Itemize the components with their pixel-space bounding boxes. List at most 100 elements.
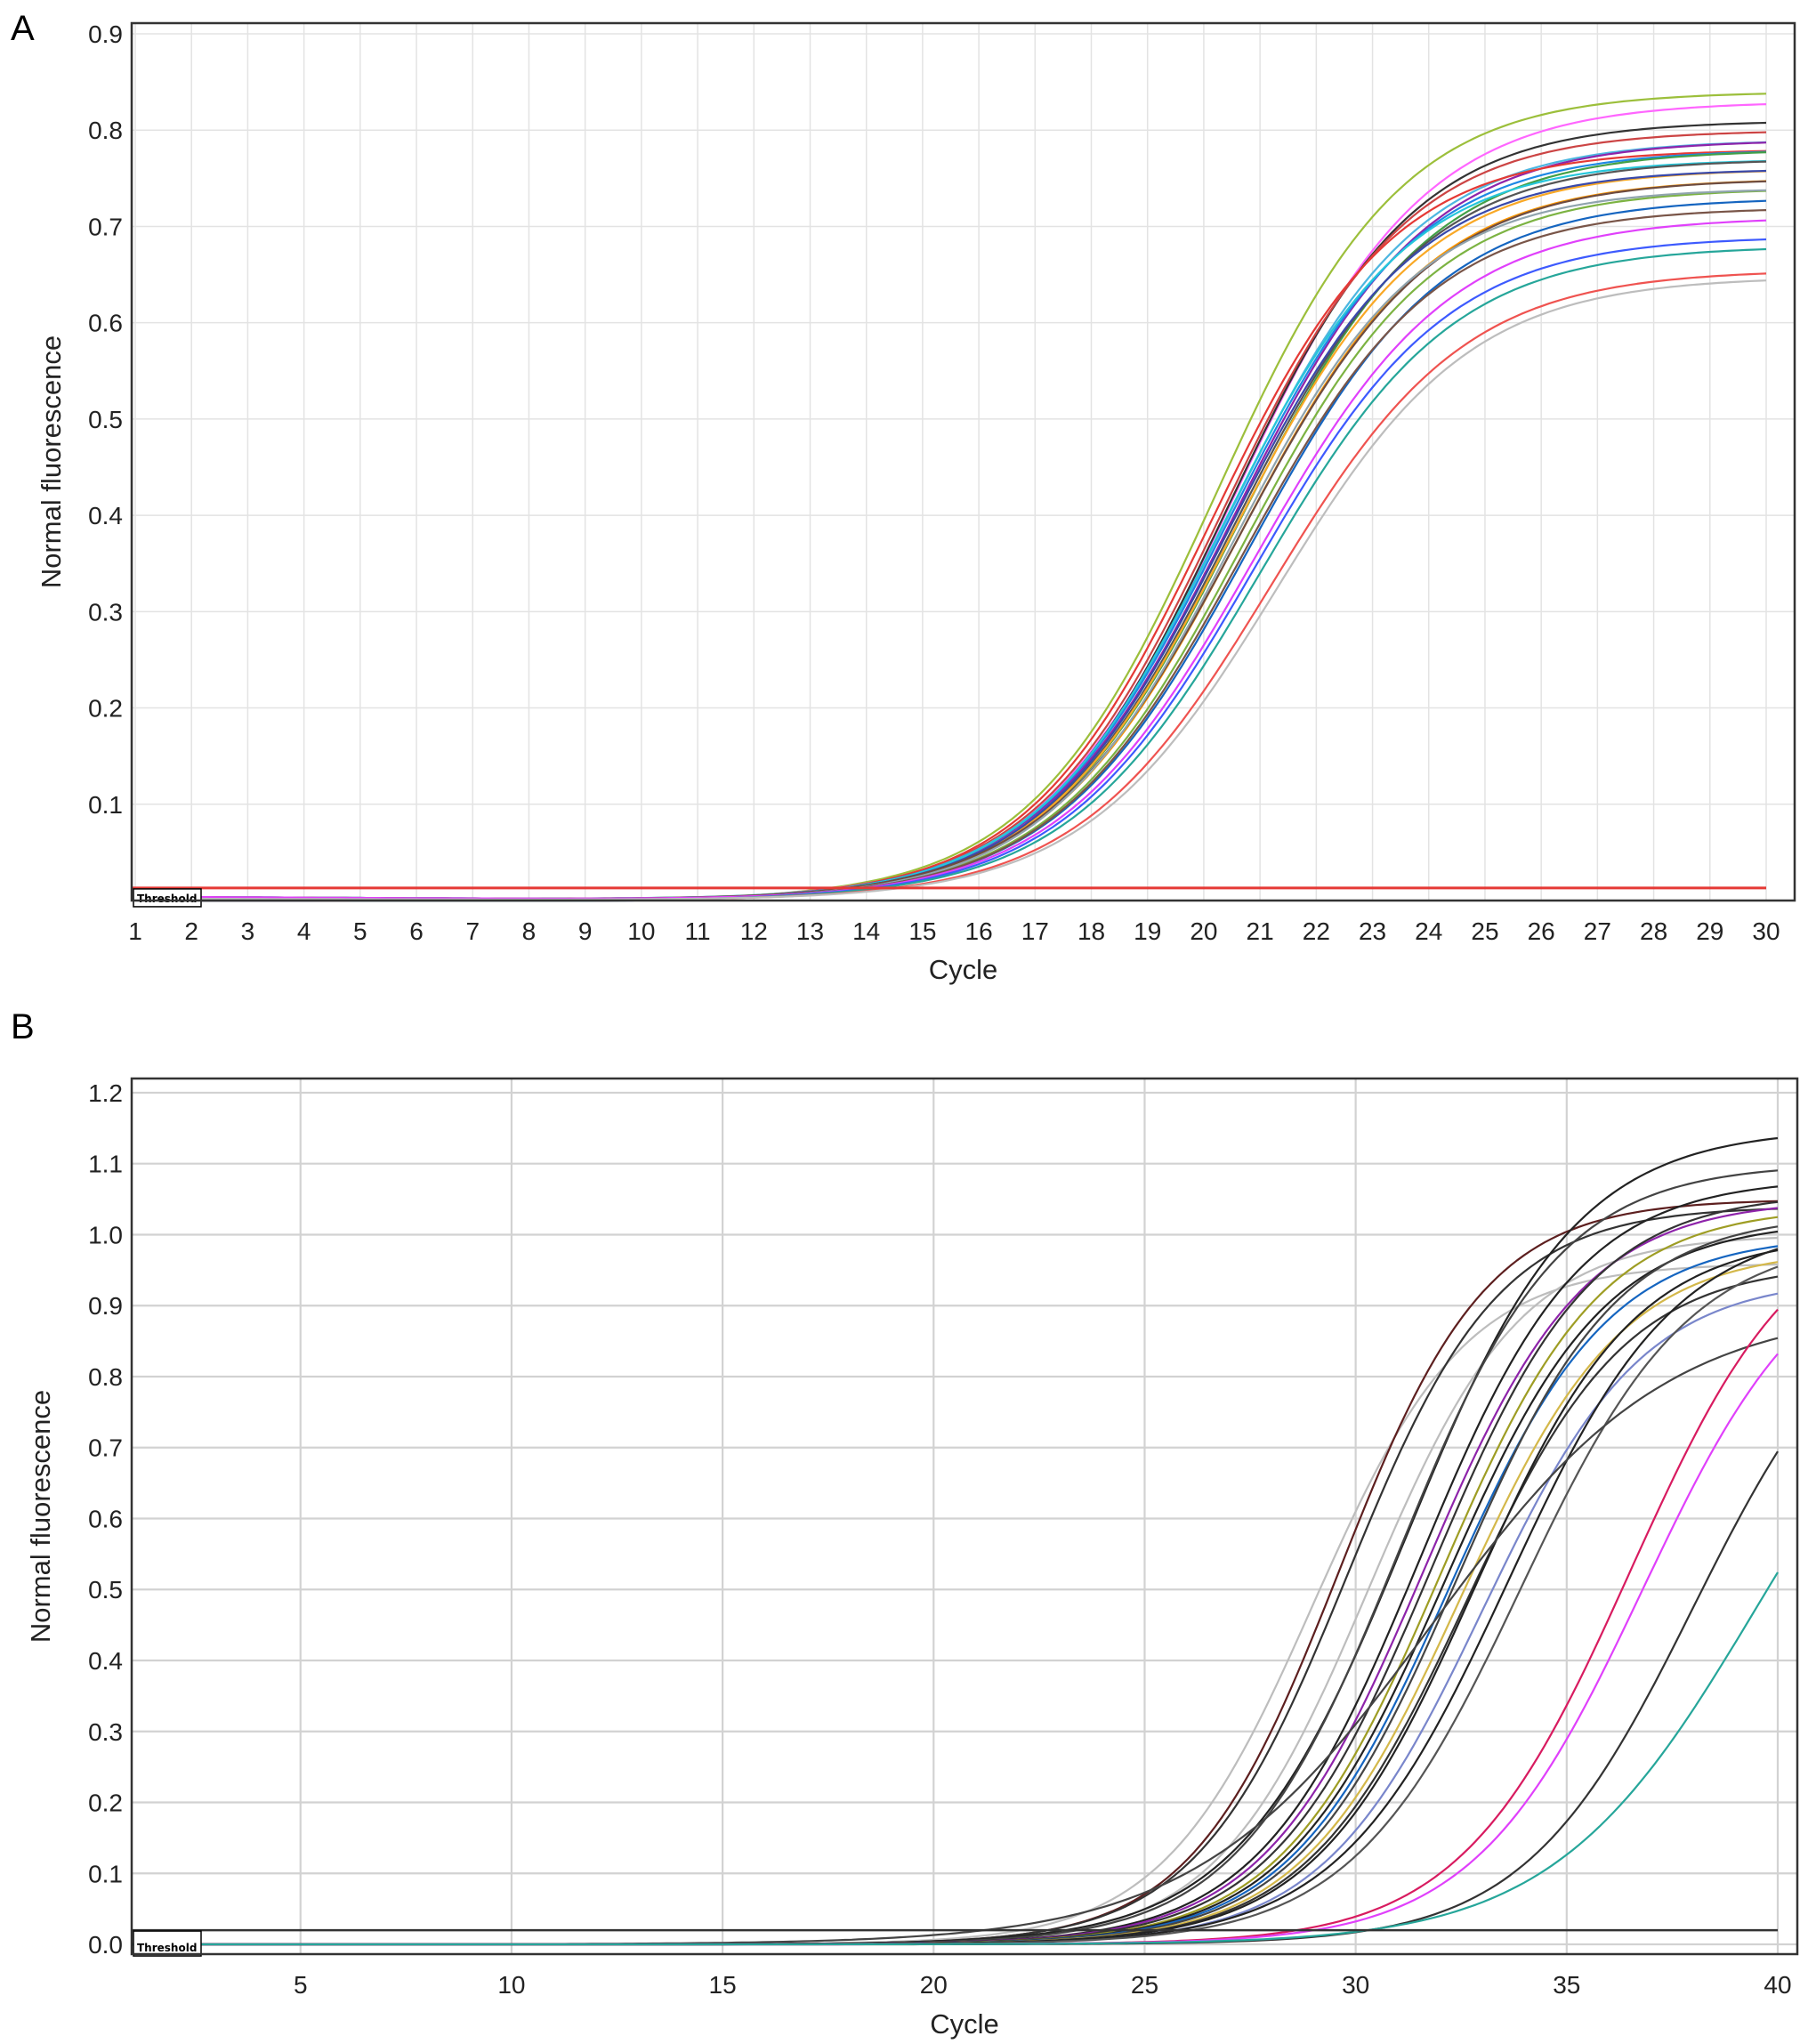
panel-b-curve bbox=[132, 1208, 1779, 1946]
panel-a-x-tick-label: 23 bbox=[1359, 917, 1386, 945]
panel-b-curve bbox=[132, 1353, 1779, 1946]
panel-a-x-tick-label: 29 bbox=[1696, 917, 1723, 945]
panel-b-y-tick-label: 0.6 bbox=[88, 1505, 123, 1532]
panel-a-x-tick-label: 7 bbox=[465, 917, 480, 945]
panel-b-curve bbox=[132, 1571, 1779, 1946]
panel-a-x-tick-label: 16 bbox=[965, 917, 993, 945]
panel-a-x-tick-label: 26 bbox=[1528, 917, 1555, 945]
panel-a-x-tick-label: 12 bbox=[740, 917, 768, 945]
panel-b-y-tick-label: 1.2 bbox=[88, 1079, 123, 1107]
panel-a-curve bbox=[135, 238, 1767, 902]
panel-a-x-tick-label: 30 bbox=[1752, 917, 1780, 945]
panel-b-curve bbox=[132, 1200, 1779, 1946]
panel-a-x-tick-label: 13 bbox=[796, 917, 824, 945]
panel-a-x-tick-label: 4 bbox=[297, 917, 311, 945]
panel-a-curve bbox=[135, 170, 1767, 902]
panel-a-x-tick-label: 9 bbox=[578, 917, 593, 945]
panel-a-x-tick-label: 3 bbox=[241, 917, 255, 945]
panel-a-x-tick-label: 27 bbox=[1584, 917, 1611, 945]
panel-b-y-tick-label: 0.1 bbox=[88, 1860, 123, 1887]
panel-a-y-axis-title: Normal fluorescence bbox=[36, 335, 67, 588]
panel-a-curve bbox=[135, 150, 1767, 902]
panel-a-x-tick-label: 21 bbox=[1247, 917, 1274, 945]
panel-a-curve bbox=[135, 169, 1767, 902]
panel-a-x-tick-label: 1 bbox=[128, 917, 142, 945]
panel-b-grid bbox=[132, 1079, 1797, 1954]
panel-b-x-tick-label: 35 bbox=[1553, 1971, 1580, 1999]
panel-a-x-tick-label: 19 bbox=[1134, 917, 1161, 945]
panel-a-x-axis-title: Cycle bbox=[929, 954, 998, 985]
panel-a-curve bbox=[135, 149, 1767, 902]
panel-a-x-tick-label: 17 bbox=[1021, 917, 1049, 945]
panel-a-y-tick-label: 0.8 bbox=[88, 117, 123, 144]
panel-b-curve bbox=[132, 1225, 1779, 1946]
panel-a-curve bbox=[135, 160, 1767, 902]
panel-a-curve bbox=[135, 199, 1767, 902]
panel-b-y-tick-label: 0.2 bbox=[88, 1790, 123, 1817]
panel-b-threshold: Threshold bbox=[132, 1928, 1778, 1957]
panel-a-curve bbox=[135, 189, 1767, 902]
panel-a-x-tick-label: 28 bbox=[1640, 917, 1667, 945]
panel-a-threshold: Threshold bbox=[132, 886, 1766, 908]
panel-a-curve bbox=[135, 247, 1767, 902]
panel-b-y-tick-label: 0.0 bbox=[88, 1931, 123, 1959]
panel-a-letter: A bbox=[11, 9, 35, 48]
panel-b-y-tick-label: 0.5 bbox=[88, 1576, 123, 1604]
panel-a-curve bbox=[135, 190, 1767, 902]
panel-a-threshold-box bbox=[133, 888, 202, 908]
panel-a-x-tick-label: 11 bbox=[685, 917, 711, 945]
panel-b-threshold-label: Threshold bbox=[137, 1942, 197, 1954]
panel-a-y-tick-label: 0.2 bbox=[88, 695, 123, 723]
panel-a-y-tick-label: 0.1 bbox=[88, 791, 123, 819]
panel-a-curve bbox=[135, 151, 1767, 901]
panel-b-x-axis-title: Cycle bbox=[930, 2008, 999, 2040]
panel-b-series bbox=[132, 1136, 1779, 1946]
panel-a-x-tick-label: 25 bbox=[1471, 917, 1498, 945]
panel-a-x-tick-label: 20 bbox=[1190, 917, 1217, 945]
panel-b-x-tick-label: 20 bbox=[920, 1971, 948, 1999]
panel-b-x-tick-label: 25 bbox=[1131, 1971, 1158, 1999]
panel-a-y-tick-label: 0.4 bbox=[88, 502, 123, 529]
panel-b-x-tick-label: 10 bbox=[497, 1971, 525, 1999]
panel-b-y-tick-label: 0.8 bbox=[88, 1363, 123, 1391]
panel-b-y-tick-label: 0.3 bbox=[88, 1718, 123, 1746]
panel-b-plot-frame bbox=[130, 1077, 1799, 1956]
panel-a: A Threshold 1 2 3 4 5 6 7 8 9 10 11 12 13 14 15 16 17 18 1… bbox=[11, 9, 1796, 985]
panel-a-x-tick-label: 14 bbox=[852, 917, 880, 945]
panel-a-x-tick-label: 6 bbox=[409, 917, 424, 945]
panel-b-curve bbox=[132, 1136, 1779, 1946]
panel-a-x-tick-label: 8 bbox=[522, 917, 537, 945]
panel-a-y-tick-label: 0.3 bbox=[88, 598, 123, 626]
panel-b-curve bbox=[132, 1245, 1779, 1946]
panel-b-curve bbox=[132, 1450, 1779, 1946]
panel-a-threshold-label: Threshold bbox=[137, 893, 197, 905]
panel-b-curve bbox=[132, 1230, 1779, 1946]
panel-a-curve bbox=[135, 180, 1767, 901]
panel-a-curve bbox=[135, 121, 1767, 902]
panel-a-curve bbox=[134, 279, 1767, 901]
panel-a-x-tick-label: 15 bbox=[908, 917, 936, 945]
panel-a-x-tick-label: 22 bbox=[1303, 917, 1330, 945]
panel-b-curve bbox=[132, 1264, 1779, 1946]
panel-b-x-tick-label: 40 bbox=[1764, 1971, 1791, 1999]
panel-b-curve bbox=[132, 1237, 1779, 1946]
panel-a-x-tick-label: 24 bbox=[1415, 917, 1442, 945]
panel-b-x-tick-label: 5 bbox=[294, 1971, 308, 1999]
panel-a-y-tick-label: 0.6 bbox=[88, 310, 123, 337]
panel-b: B Threshold 5 10 15 20 25 30 35 40 0.0 0.1 0.2 0.3 0… bbox=[11, 1007, 1799, 2040]
panel-b-curve bbox=[132, 1265, 1779, 1946]
panel-b-x-tick-label: 15 bbox=[709, 1971, 737, 1999]
panel-a-tick-labels: 1 2 3 4 5 6 7 8 9 10 11 12 13 14 15 16 17 18 19 20 21 22 23 24 2… bbox=[88, 20, 1780, 945]
panel-b-y-tick-label: 0.7 bbox=[88, 1434, 123, 1462]
panel-b-y-axis-title: Normal fluorescence bbox=[25, 1390, 56, 1643]
panel-b-curve bbox=[132, 1216, 1779, 1946]
panel-b-y-tick-label: 0.9 bbox=[88, 1292, 123, 1320]
panel-a-curve bbox=[135, 180, 1767, 900]
panel-a-y-tick-label: 0.5 bbox=[88, 406, 123, 433]
panel-b-curve bbox=[132, 1207, 1779, 1946]
panel-a-x-tick-label: 5 bbox=[353, 917, 367, 945]
panel-a-curve bbox=[135, 141, 1767, 902]
panel-a-y-tick-label: 0.9 bbox=[88, 20, 123, 48]
panel-b-curve bbox=[132, 1292, 1779, 1946]
